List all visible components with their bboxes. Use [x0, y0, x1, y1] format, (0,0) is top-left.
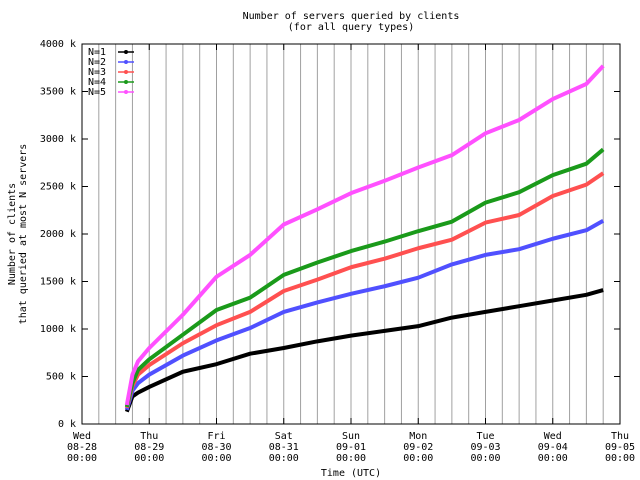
x-tick-label: Wed 09-04 00:00: [538, 431, 568, 464]
x-tick-label-line: 00:00: [538, 453, 568, 464]
legend-marker: [124, 70, 128, 74]
legend-label: N=5: [88, 87, 106, 98]
x-tick-label-line: 00:00: [470, 453, 500, 464]
y-axis-label: Number of clients: [7, 183, 18, 285]
y-tick-label: 1000 k: [40, 324, 76, 335]
legend-label: N=3: [88, 67, 106, 78]
x-tick-label-line: Mon: [409, 431, 427, 442]
legend-marker: [124, 80, 128, 84]
x-tick-label-line: 08-31: [269, 442, 299, 453]
y-tick-label: 1500 k: [40, 277, 76, 288]
x-tick-label: Tue 09-03 00:00: [470, 431, 500, 464]
x-tick-label-line: 00:00: [67, 453, 97, 464]
y-tick-label: 4000 k: [40, 39, 76, 50]
x-tick-label-line: 00:00: [336, 453, 366, 464]
x-tick-label-line: Thu: [140, 431, 158, 442]
x-tick-label-line: 09-01: [336, 442, 366, 453]
x-tick-label-line: 09-03: [470, 442, 500, 453]
x-tick-label-line: 09-04: [538, 442, 568, 453]
y-axis-label: that queried at most N servers: [18, 144, 29, 325]
x-tick-label: Mon 09-02 00:00: [403, 431, 433, 464]
x-tick-label: Sat 08-31 00:00: [269, 431, 299, 464]
y-tick-label: 0 k: [58, 419, 76, 430]
legend-label: N=4: [88, 77, 106, 88]
x-tick-label: Sun 09-01 00:00: [336, 431, 366, 464]
x-tick-label-line: Thu: [611, 431, 629, 442]
x-tick-label-line: 09-05: [605, 442, 635, 453]
series-line: [124, 171, 605, 409]
x-tick-label-line: Fri: [207, 431, 225, 442]
x-tick-label-line: 08-30: [201, 442, 231, 453]
legend-marker: [124, 90, 128, 94]
x-tick-label-line: Sun: [342, 431, 360, 442]
y-tick-label: 2000 k: [40, 229, 76, 240]
x-tick-label: Thu 09-05 00:00: [605, 431, 635, 464]
legend-label: N=2: [88, 57, 106, 68]
series-line: [124, 64, 605, 406]
y-tick-label: 3500 k: [40, 87, 76, 98]
x-tick-label: Wed 08-28 00:00: [67, 431, 97, 464]
x-tick-label: Fri 08-30 00:00: [201, 431, 231, 464]
chart-subtitle: (for all query types): [288, 22, 414, 33]
x-tick-label-line: 08-28: [67, 442, 97, 453]
y-tick-label: 3000 k: [40, 134, 76, 145]
series-line: [124, 147, 605, 408]
x-tick-label-line: 00:00: [403, 453, 433, 464]
chart-title: Number of servers queried by clients: [243, 11, 460, 22]
y-tick-label: 500 k: [46, 372, 76, 383]
x-tick-label-line: 00:00: [201, 453, 231, 464]
x-tick-label-line: 00:00: [605, 453, 635, 464]
legend-marker: [124, 60, 128, 64]
x-tick-label-line: Tue: [476, 431, 494, 442]
series-line: [124, 218, 605, 411]
x-tick-label-line: 08-29: [134, 442, 164, 453]
legend-label: N=1: [88, 47, 106, 58]
x-tick-label-line: Wed: [544, 431, 562, 442]
series-line: [124, 288, 604, 413]
x-tick-label-line: 00:00: [134, 453, 164, 464]
x-tick-label-line: 00:00: [269, 453, 299, 464]
x-tick-label-line: 09-02: [403, 442, 433, 453]
x-tick-label-line: Sat: [275, 431, 293, 442]
x-axis-label: Time (UTC): [321, 468, 381, 479]
legend-marker: [124, 50, 128, 54]
x-tick-label-line: Wed: [73, 431, 91, 442]
y-tick-label: 2500 k: [40, 182, 76, 193]
x-tick-label: Thu 08-29 00:00: [134, 431, 164, 464]
